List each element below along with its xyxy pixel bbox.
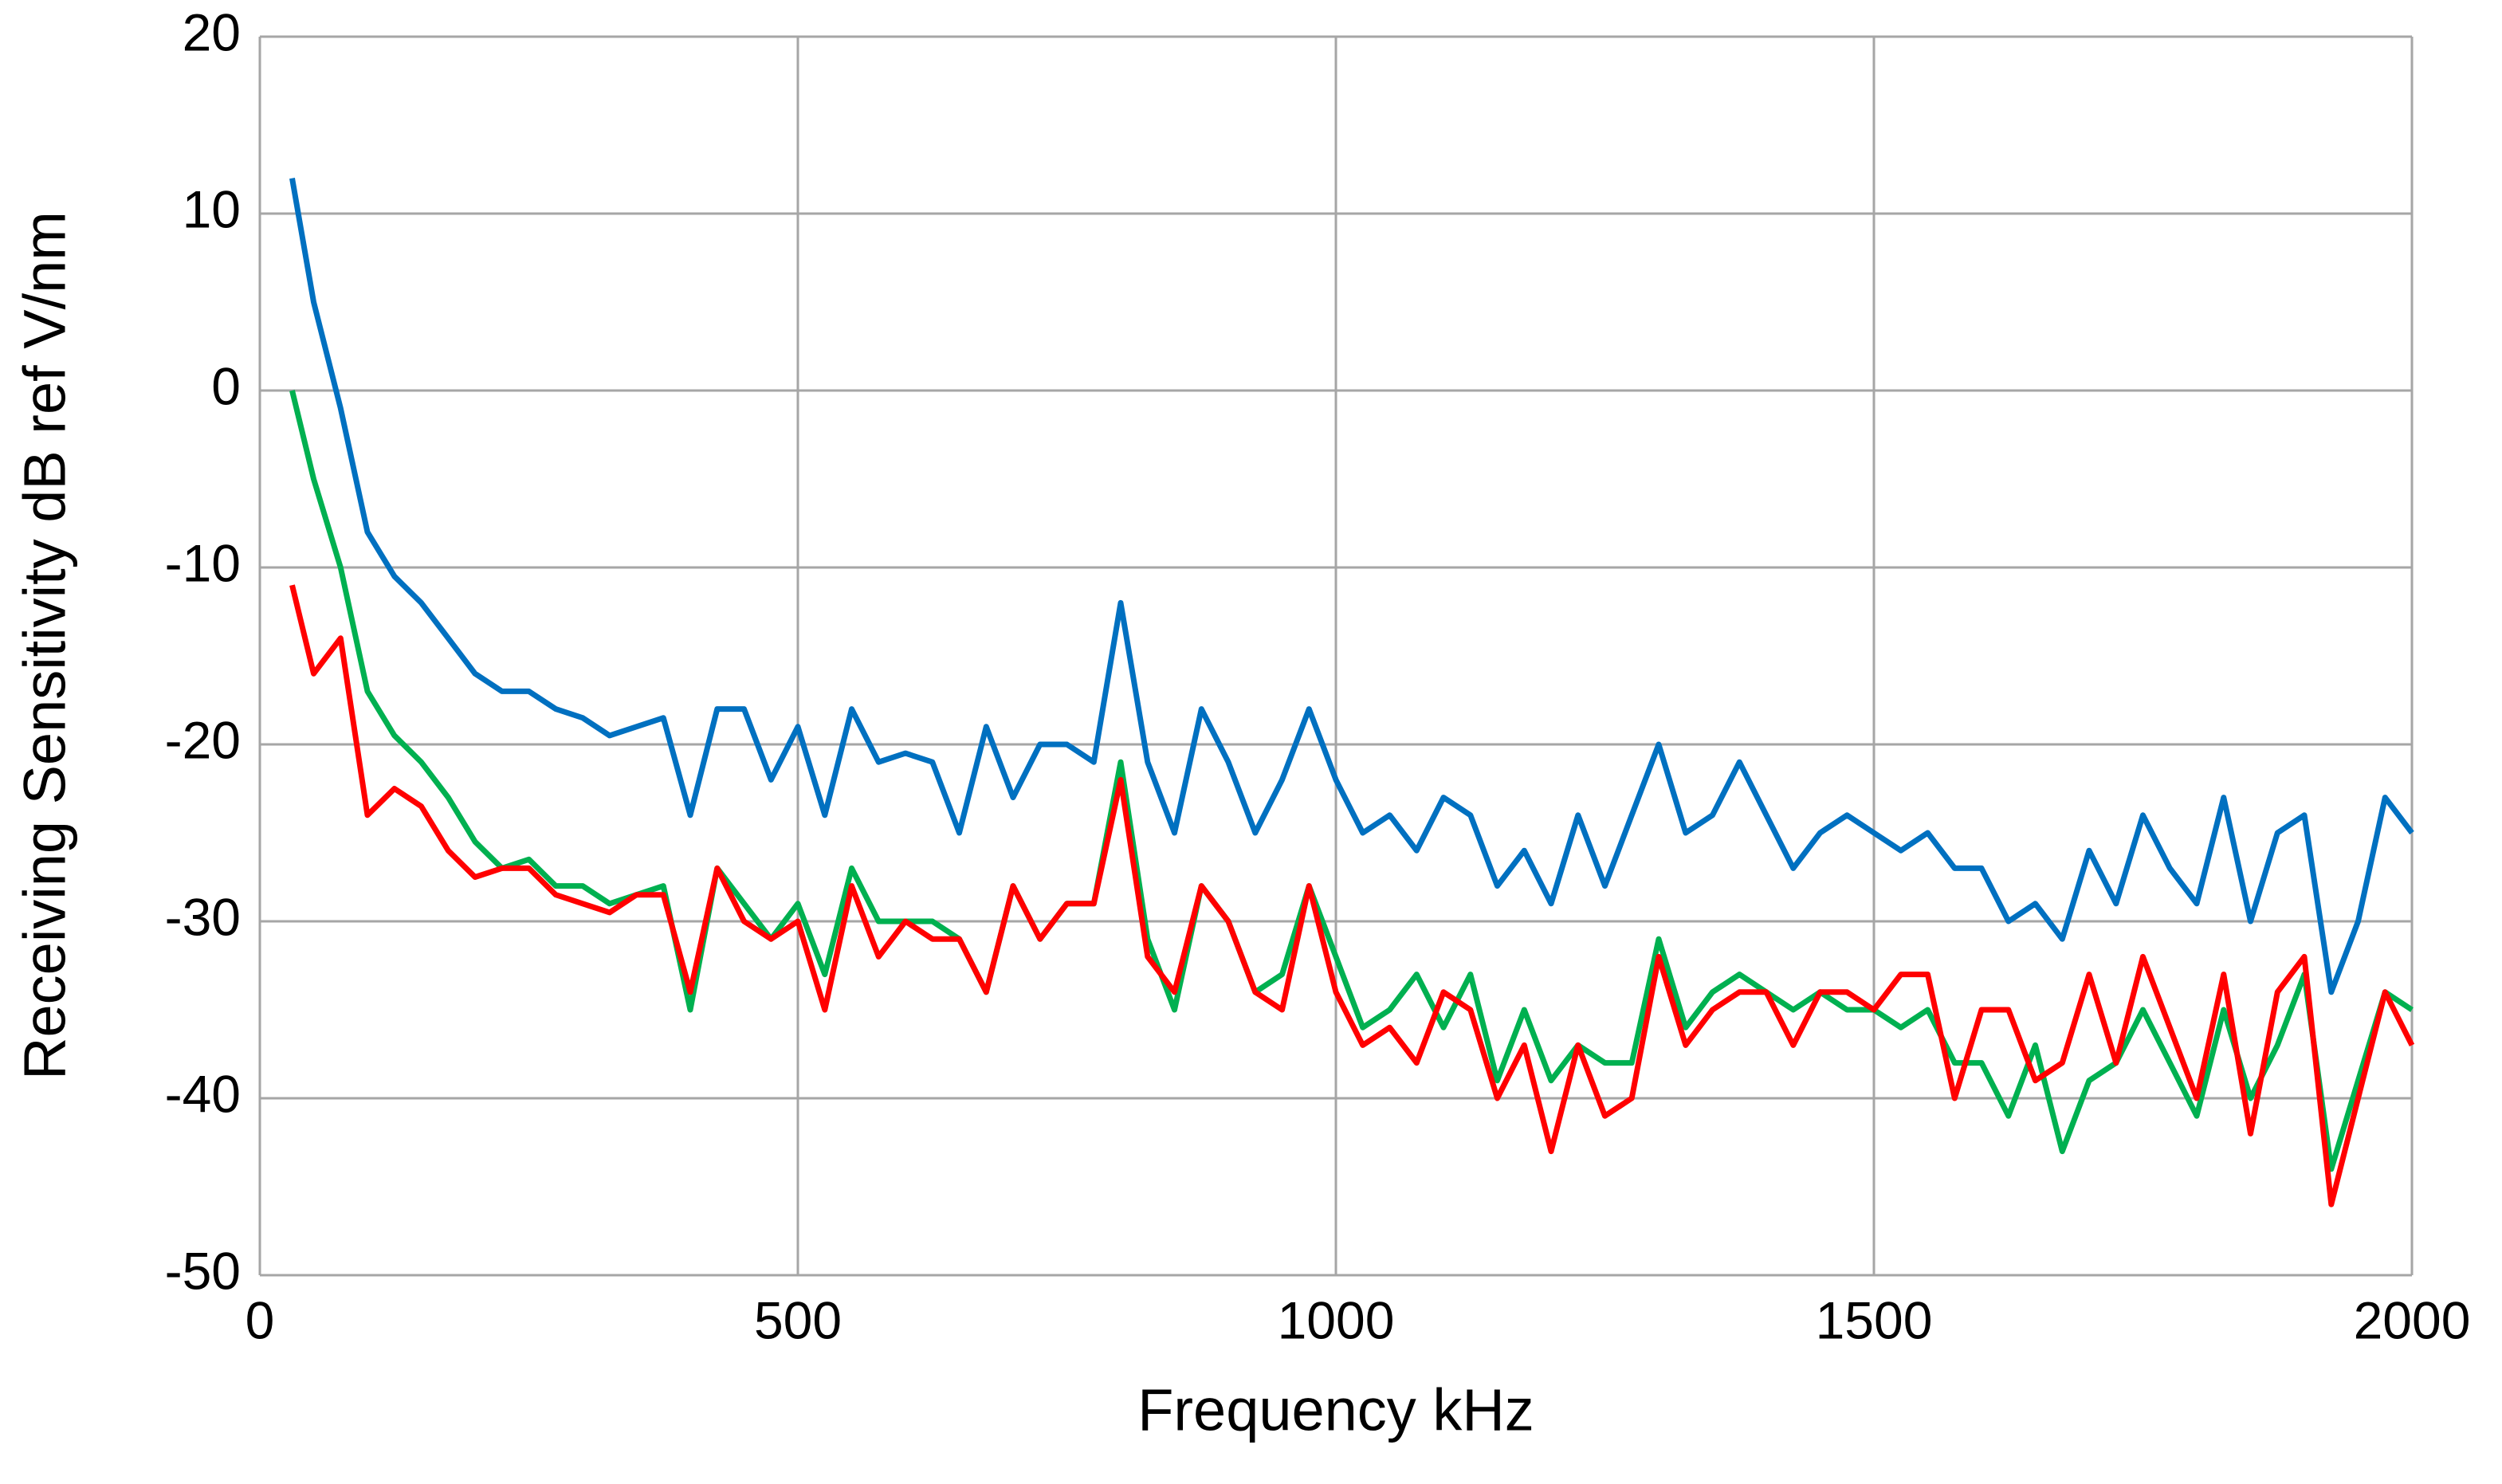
- y-tick-label: 0: [211, 356, 241, 415]
- y-tick-label: -40: [165, 1064, 241, 1123]
- y-tick-label: -10: [165, 533, 241, 592]
- data-line: [289, 178, 2414, 995]
- data-line: [289, 584, 2415, 1207]
- x-tick-label: 1500: [1816, 1290, 1933, 1349]
- y-tick-label: -20: [165, 710, 241, 769]
- x-tick-label: 500: [754, 1290, 842, 1349]
- y-tick-label: 20: [183, 2, 241, 61]
- x-tick-label: 2000: [2354, 1290, 2471, 1349]
- x-tick-label: 1000: [1278, 1290, 1395, 1349]
- y-tick-label: -30: [165, 887, 241, 946]
- x-axis-label: Frequency kHz: [1137, 1377, 1534, 1443]
- y-axis-label: Receiving Sensitivity dB ref V/nm: [12, 211, 78, 1080]
- y-tick-label: 10: [183, 179, 241, 238]
- x-tick-label: 0: [245, 1290, 275, 1349]
- y-tick-label: -50: [165, 1241, 241, 1300]
- data-line: [289, 390, 2414, 1172]
